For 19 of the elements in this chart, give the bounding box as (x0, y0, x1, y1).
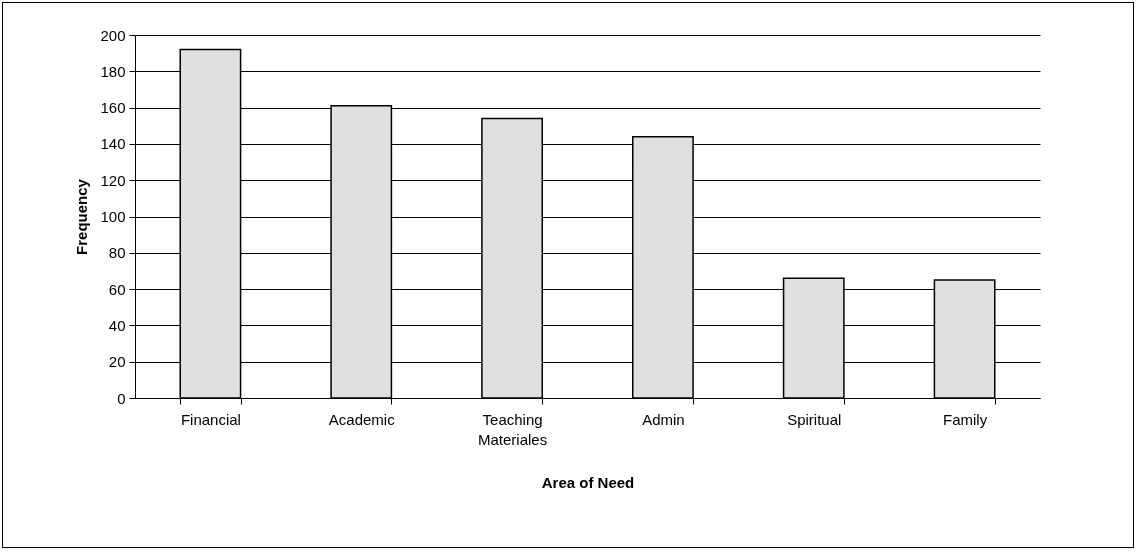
y-axis-title: Frequency (73, 178, 91, 255)
y-tick-label: 40 (108, 316, 126, 334)
y-tick-label: 160 (100, 99, 126, 117)
y-tick-label: 200 (100, 26, 126, 44)
y-tick-label: 180 (100, 62, 126, 80)
x-tick-label: Admin (642, 410, 685, 428)
y-tick-label: 0 (117, 389, 126, 407)
x-tick-label: Teaching Materiales (477, 410, 548, 448)
x-axis-title: Area of Need (541, 473, 635, 491)
y-tick-label: 20 (108, 353, 126, 371)
y-tick-label: 60 (108, 280, 126, 298)
y-tick-label: 100 (100, 208, 126, 225)
x-tick-label: Financial (180, 410, 241, 428)
y-tick-label: 80 (108, 244, 126, 262)
x-tick-label: Family (943, 410, 988, 428)
x-tick-label: Spiritual (787, 410, 842, 428)
x-tick-label: Academic (328, 410, 396, 428)
y-tick-label: 120 (100, 171, 126, 189)
y-tick-label: 140 (100, 135, 126, 153)
